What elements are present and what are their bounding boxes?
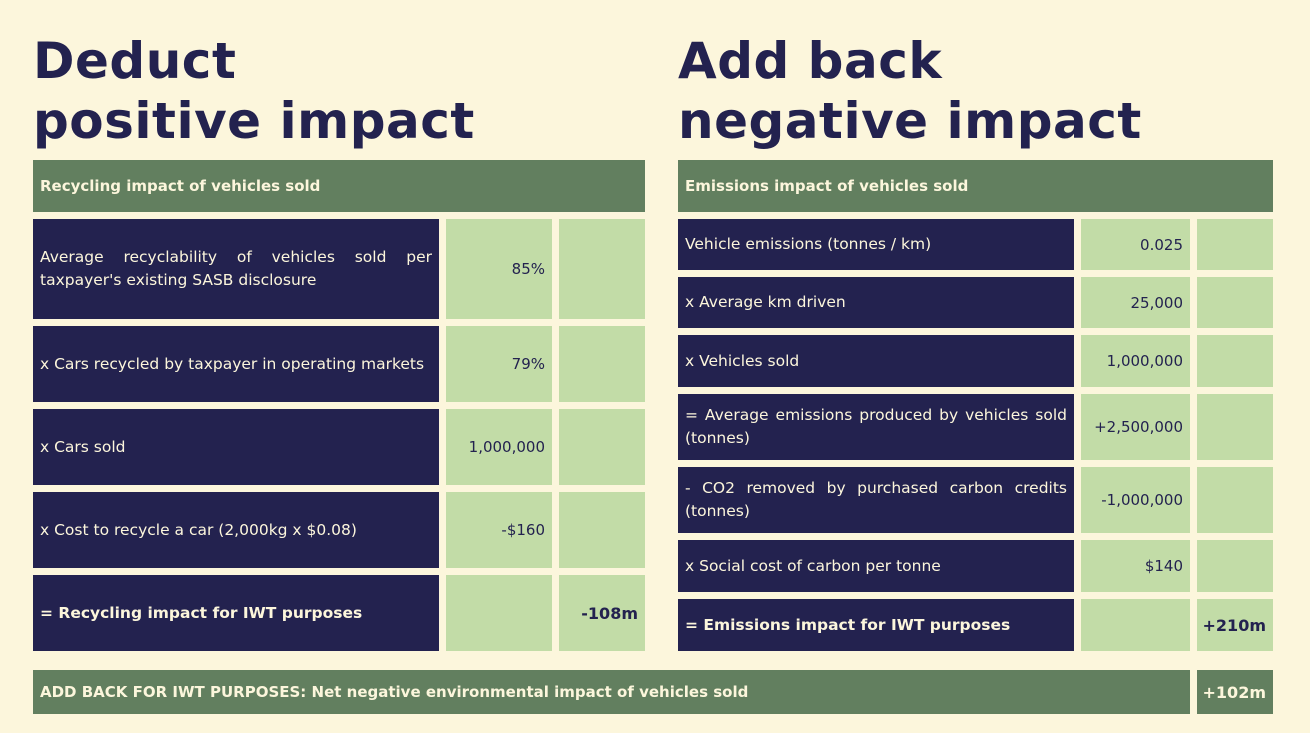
recycling-row-value: 85% (446, 219, 552, 319)
emissions-row-result (1197, 219, 1273, 270)
recycling-table-header: Recycling impact of vehicles sold (33, 160, 645, 212)
emissions-row-result (1197, 467, 1273, 533)
emissions-row-label: x Vehicles sold (678, 335, 1074, 387)
recycling-row-label: x Cars recycled by taxpayer in operating… (33, 326, 439, 402)
recycling-row-result (559, 219, 645, 319)
recycling-row-value: -$160 (446, 492, 552, 568)
net-impact-label: ADD BACK FOR IWT PURPOSES: Net negative … (33, 670, 1190, 714)
emissions-row-result (1197, 277, 1273, 328)
recycling-total-result: -108m (559, 575, 645, 651)
left-title: Deduct positive impact (33, 31, 475, 151)
emissions-row-value: -1,000,000 (1081, 467, 1190, 533)
right-title-line-2: negative impact (678, 92, 1142, 150)
emissions-row-value: +2,500,000 (1081, 394, 1190, 460)
emissions-table-header: Emissions impact of vehicles sold (678, 160, 1273, 212)
emissions-row-result (1197, 394, 1273, 460)
recycling-total-value (446, 575, 552, 651)
recycling-row-value: 79% (446, 326, 552, 402)
recycling-row-label: x Cost to recycle a car (2,000kg x $0.08… (33, 492, 439, 568)
left-title-line-1: Deduct (33, 32, 237, 90)
emissions-total-value (1081, 599, 1190, 651)
emissions-row-result (1197, 335, 1273, 387)
net-impact-total: +102m (1197, 670, 1273, 714)
right-title-line-1: Add back (678, 32, 943, 90)
recycling-total-label: = Recycling impact for IWT purposes (33, 575, 439, 651)
left-title-line-2: positive impact (33, 92, 475, 150)
emissions-row-label: - CO2 removed by purchased carbon credit… (678, 467, 1074, 533)
recycling-row-label: x Cars sold (33, 409, 439, 485)
emissions-row-value: 1,000,000 (1081, 335, 1190, 387)
right-title: Add back negative impact (678, 31, 1142, 151)
emissions-total-label: = Emissions impact for IWT purposes (678, 599, 1074, 651)
emissions-total-result: +210m (1197, 599, 1273, 651)
emissions-row-value: 25,000 (1081, 277, 1190, 328)
emissions-row-label: x Social cost of carbon per tonne (678, 540, 1074, 592)
recycling-row-result (559, 492, 645, 568)
recycling-row-value: 1,000,000 (446, 409, 552, 485)
recycling-row-label: Average recyclability of vehicles sold p… (33, 219, 439, 319)
emissions-row-label: x Average km driven (678, 277, 1074, 328)
emissions-row-label: Vehicle emissions (tonnes / km) (678, 219, 1074, 270)
recycling-row-result (559, 326, 645, 402)
emissions-row-value: $140 (1081, 540, 1190, 592)
emissions-row-label: = Average emissions produced by vehicles… (678, 394, 1074, 460)
emissions-row-result (1197, 540, 1273, 592)
recycling-row-result (559, 409, 645, 485)
emissions-row-value: 0.025 (1081, 219, 1190, 270)
